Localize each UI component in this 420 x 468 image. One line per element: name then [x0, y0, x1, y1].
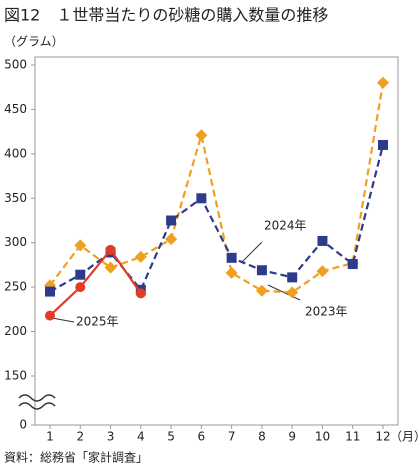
- axis-break: [18, 394, 56, 402]
- marker: [196, 193, 207, 204]
- marker: [75, 282, 86, 293]
- x-tick-label: 11: [345, 430, 360, 444]
- marker: [378, 139, 388, 150]
- series-label: 2023年: [305, 305, 348, 319]
- y-tick-label: 500: [4, 58, 27, 72]
- marker: [45, 310, 55, 321]
- x-tick-label: 1: [46, 430, 54, 444]
- series-line: [49, 144, 385, 293]
- marker: [316, 265, 329, 278]
- y-tick-label: 0: [19, 418, 27, 432]
- x-tick-label: 6: [198, 430, 206, 444]
- x-tick-label: 10: [315, 430, 330, 444]
- x-tick-label: 2: [76, 430, 84, 444]
- x-tick-label: 5: [167, 430, 175, 444]
- marker: [195, 129, 208, 142]
- marker: [135, 288, 146, 299]
- chart-title: 図12 １世帯当たりの砂糖の購入数量の推移: [4, 6, 328, 25]
- x-axis-label: （月）: [390, 430, 420, 444]
- marker: [165, 233, 178, 246]
- x-tick-label: 3: [107, 430, 115, 444]
- leader: [267, 284, 301, 301]
- marker: [104, 261, 117, 274]
- series-line: [49, 82, 385, 294]
- y-tick-label: 400: [4, 146, 27, 160]
- marker: [317, 235, 328, 246]
- marker: [377, 76, 389, 89]
- y-tick-label: 300: [4, 235, 27, 249]
- series-label: 2024年: [264, 219, 307, 233]
- marker: [74, 239, 87, 252]
- x-tick-label: 7: [228, 430, 236, 444]
- marker: [226, 252, 237, 263]
- marker: [225, 266, 238, 279]
- x-tick-label: 4: [137, 430, 145, 444]
- marker: [347, 259, 358, 270]
- marker: [166, 215, 177, 226]
- y-tick-label: 350: [4, 191, 27, 205]
- marker: [255, 284, 268, 297]
- marker: [256, 265, 267, 276]
- series-label: 2025年: [76, 315, 119, 329]
- marker: [134, 250, 147, 263]
- y-tick-label: 150: [4, 369, 27, 383]
- x-tick-label: 8: [258, 430, 266, 444]
- y-axis-label: （グラム）: [4, 35, 64, 49]
- leader: [51, 317, 75, 323]
- axis-break: [18, 402, 56, 410]
- source: 資料：総務省「家計調査」: [4, 450, 148, 465]
- marker: [45, 286, 55, 297]
- marker: [75, 269, 86, 280]
- marker: [287, 272, 298, 283]
- marker: [105, 244, 116, 255]
- y-tick-label: 450: [4, 102, 27, 116]
- plot-frame: [34, 56, 399, 426]
- marker: [286, 286, 299, 299]
- series-line: [49, 247, 142, 317]
- x-tick-label: 12: [375, 430, 390, 444]
- leader: [241, 241, 263, 263]
- y-tick-label: 250: [4, 280, 27, 294]
- x-tick-label: 9: [288, 430, 296, 444]
- y-tick-label: 200: [4, 324, 27, 338]
